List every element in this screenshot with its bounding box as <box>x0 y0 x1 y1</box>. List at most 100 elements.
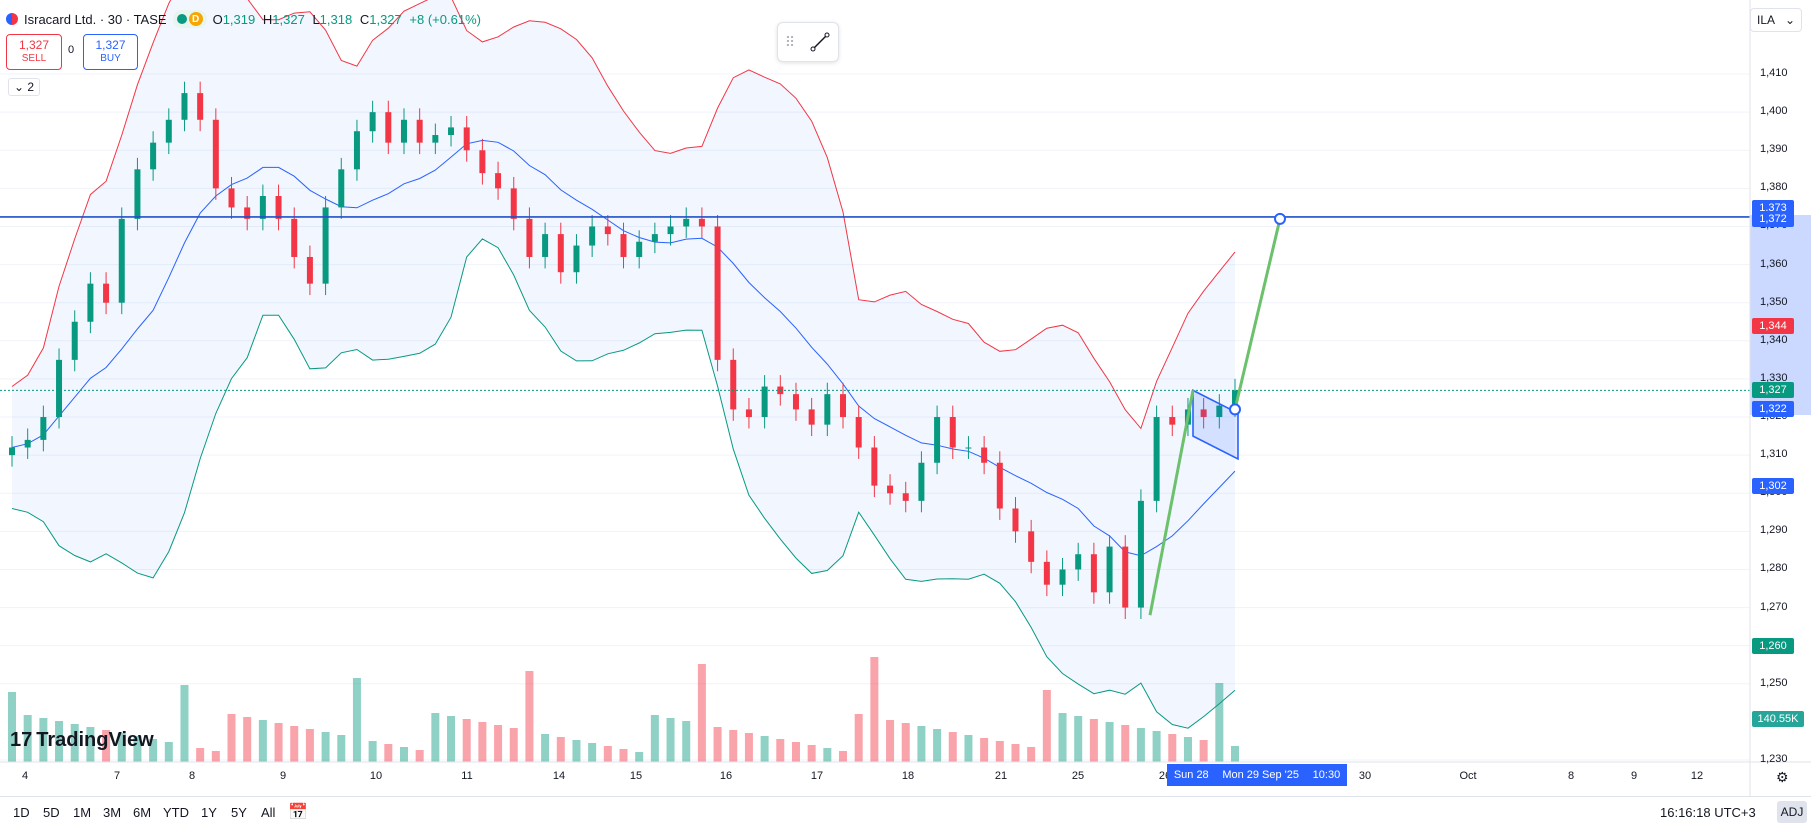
adj-toggle[interactable]: ADJ <box>1777 801 1807 823</box>
drawing-handle[interactable] <box>1229 403 1241 416</box>
range-button[interactable]: 1M <box>73 805 92 820</box>
volume-bar <box>980 738 989 762</box>
time-tick-label: 16 <box>719 770 733 782</box>
date-range-icon[interactable]: 📅 <box>288 804 308 821</box>
candle-body <box>1122 546 1129 608</box>
price-change: +8 (+0.61%) <box>409 11 481 27</box>
clock-timezone[interactable]: 16:16:18 UTC+3 <box>1660 805 1756 820</box>
candle-body <box>965 447 972 449</box>
volume-bar <box>117 733 126 762</box>
volume-bar <box>1231 746 1239 762</box>
candle-body <box>557 234 564 273</box>
volume-bar <box>1168 734 1177 762</box>
volume-bar <box>352 678 361 762</box>
volume-bar <box>227 714 236 762</box>
target-projection-line[interactable] <box>1233 218 1282 410</box>
tradingview-logo[interactable]: 17 TradingView <box>10 729 154 751</box>
range-button[interactable]: 1D <box>13 805 30 820</box>
volume-bar <box>102 730 111 762</box>
candle-body <box>871 447 878 486</box>
indicators-toggle[interactable]: ⌄ 2 <box>8 78 41 96</box>
volume-bar <box>933 729 942 762</box>
flag-pole-projection[interactable] <box>1148 390 1195 616</box>
symbol-title[interactable]: Isracard Ltd. · 30 · TASE <box>24 11 167 27</box>
drawing-handle[interactable] <box>1274 212 1286 225</box>
candle-body <box>1043 561 1050 585</box>
bollinger-band-fill <box>12 0 1235 729</box>
candle-body <box>291 218 298 257</box>
range-button[interactable]: YTD <box>163 805 189 820</box>
drag-handle-icon[interactable]: ⠿ <box>784 33 796 50</box>
candle-body <box>181 93 188 120</box>
volume-bar <box>243 717 252 762</box>
candle-body <box>651 234 658 242</box>
volume-bar <box>1074 716 1083 762</box>
candle-body <box>667 226 674 235</box>
range-button[interactable]: 5D <box>43 805 60 820</box>
volume-bar <box>1058 713 1067 762</box>
volume-bar <box>164 742 173 762</box>
price-label: 1,344 <box>1752 317 1794 334</box>
volume-bar <box>901 723 910 762</box>
candle-body <box>573 245 580 273</box>
volume-bar <box>588 743 597 762</box>
time-tick-label: 10 <box>369 770 383 782</box>
volume-bar <box>839 751 848 762</box>
volume-bar <box>744 733 753 762</box>
candle-body <box>604 226 611 235</box>
volume-bar <box>384 744 393 762</box>
time-tick-label: 4 <box>21 770 29 782</box>
volume-bar <box>149 739 158 762</box>
candle-body <box>432 135 439 143</box>
price-tick-label: 1,390 <box>1760 143 1788 156</box>
range-button[interactable]: 3M <box>103 805 122 820</box>
volume-bar <box>619 749 628 762</box>
sell-button[interactable]: 1,327 SELL <box>6 34 62 70</box>
flag-pattern-drawing[interactable] <box>1192 389 1239 461</box>
candle-body <box>134 169 141 219</box>
candle-body <box>902 493 909 501</box>
volume-bar <box>556 737 565 762</box>
candlestick-series <box>9 81 1238 619</box>
volume-bar <box>603 746 612 762</box>
volume-bar <box>399 747 408 762</box>
candle-body <box>510 188 517 219</box>
volume-bar <box>86 727 95 762</box>
price-tick-label: 1,380 <box>1760 181 1788 194</box>
price-label: 1,260 <box>1752 637 1794 654</box>
volume-bar <box>415 750 424 762</box>
volume-bar <box>211 751 220 762</box>
range-button[interactable]: All <box>261 805 276 820</box>
candle-body <box>165 119 172 143</box>
volume-bar <box>682 721 691 762</box>
price-chart[interactable] <box>0 0 1811 796</box>
status-badges[interactable]: D <box>172 10 207 28</box>
volume-bar <box>823 748 832 762</box>
range-button[interactable]: 5Y <box>231 805 247 820</box>
range-button[interactable]: 1Y <box>201 805 217 820</box>
candle-body <box>698 218 705 227</box>
volume-bar <box>39 718 48 762</box>
candle-body <box>1153 417 1160 501</box>
tradingview-logo-icon: 17 <box>10 729 33 751</box>
range-button[interactable]: 6M <box>133 805 152 820</box>
volume-bar <box>494 725 503 762</box>
price-tick-label: 1,290 <box>1760 524 1788 537</box>
buy-button[interactable]: 1,327 BUY <box>83 34 138 70</box>
price-tick-label: 1,350 <box>1760 295 1788 308</box>
price-tick-label: 1,250 <box>1760 676 1788 689</box>
currency-select[interactable]: ILA ⌄ <box>1750 8 1802 32</box>
time-tick-label: 14 <box>552 770 566 782</box>
candle-body <box>1059 569 1066 585</box>
trend-line-icon[interactable] <box>809 31 831 53</box>
candle-body <box>385 112 392 143</box>
time-tick-label: 25 <box>1071 770 1085 782</box>
candle-body <box>1232 390 1238 406</box>
candle-body <box>118 218 125 303</box>
candle-body <box>996 462 1003 509</box>
candle-body <box>56 359 63 418</box>
drawing-toolbar[interactable]: ⠿ <box>777 22 839 62</box>
settings-icon[interactable]: ⚙ <box>1776 769 1789 785</box>
price-label: 140.55K <box>1752 711 1804 727</box>
candle-body <box>1200 409 1207 418</box>
